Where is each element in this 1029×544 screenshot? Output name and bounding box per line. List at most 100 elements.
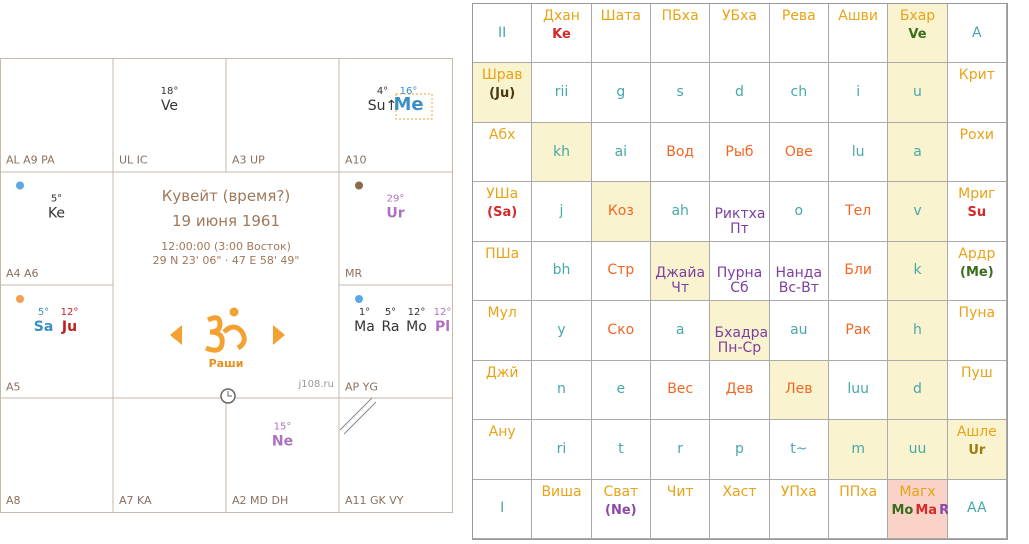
cell-text: Ардр	[958, 245, 996, 262]
grid-cell: Крит	[947, 63, 1007, 123]
grid-cell: t~	[769, 420, 829, 480]
cell-text: Виша	[541, 483, 582, 500]
cell-text: a	[913, 143, 922, 160]
grid-cell: Сват (Ne)	[591, 479, 651, 539]
planet-name: Ma	[354, 319, 375, 335]
grid-cell: Мул	[473, 301, 533, 361]
grid-cell: Ско	[591, 301, 651, 361]
planet: Su	[967, 205, 987, 221]
cell-text: e	[616, 381, 626, 398]
cell-text: Стр	[607, 262, 635, 279]
grid-cell: Магх MoMaRaPl	[888, 479, 974, 539]
grid-cell: Абх	[473, 122, 533, 183]
grid-cell: Мриг Su	[947, 182, 1007, 242]
grid-cell: Чит	[651, 479, 711, 539]
grid-cell: ai	[591, 122, 651, 183]
cell-text: AA	[967, 500, 987, 517]
grid-cell: ПШа	[473, 241, 533, 302]
planet-degree: 1°	[359, 307, 370, 318]
cell-text: i	[856, 84, 861, 101]
grid-cell: Джайа Чт	[651, 241, 711, 302]
planet: Ma	[915, 502, 938, 518]
cell-text: Джй	[485, 364, 519, 381]
cell-text: Нанда Вс-Вт	[775, 265, 823, 297]
grid-cell: Вод	[651, 122, 711, 183]
cell-text: ri	[556, 440, 567, 457]
cell-text: y	[557, 321, 566, 338]
grid-cell: Ашле Ur	[947, 420, 1007, 480]
planet-name: Ne	[272, 434, 293, 450]
cell-text: ai	[614, 143, 628, 160]
grid-cell: m	[829, 420, 889, 480]
cell-text: d	[735, 84, 744, 101]
cell-text: Джайа Чт	[655, 265, 706, 297]
planet: (Sa)	[487, 205, 518, 221]
grid-cell: t	[591, 420, 651, 480]
cell-text: Вод	[666, 143, 695, 160]
cell-text: Риктха Пт	[714, 205, 766, 237]
cell-text: Мриг	[958, 186, 996, 203]
grid-cell: d	[888, 360, 948, 421]
house-label: AP YG	[345, 381, 378, 394]
planet: Ur	[968, 443, 986, 459]
grid-cell: Бхар Ve	[888, 4, 948, 64]
house-label: MR	[345, 267, 362, 280]
planet-degree: 18°	[161, 86, 179, 97]
planet-degree: 15°	[274, 422, 292, 433]
cell-text: Мул	[487, 305, 517, 322]
planet-degree: 12°	[61, 307, 79, 318]
house-label: A4 A6	[6, 267, 39, 280]
cell-text: Бхадра Пн-Ср	[714, 324, 769, 356]
grid-cell: УПха	[769, 479, 829, 539]
grid-cell: Шата	[591, 4, 651, 64]
coords: 29 N 23' 06" · 47 E 58' 49"	[153, 254, 300, 267]
cell-text: Рак	[845, 321, 871, 338]
planet-degree: 16°	[400, 86, 418, 97]
planet: Ve	[908, 27, 927, 42]
cell-planets: (Sa)	[486, 205, 518, 220]
planet-name: Me	[393, 94, 423, 115]
grid-cell: g	[591, 63, 651, 123]
grid-cell: УШа (Sa)	[473, 182, 533, 242]
prev-arrow[interactable]	[170, 325, 182, 345]
cell-text: bh	[552, 262, 571, 279]
grid-cell: ППха	[829, 479, 889, 539]
grid-cell: rii	[532, 63, 592, 123]
cell-text: Сват	[603, 483, 639, 500]
highlight-box	[395, 93, 433, 120]
grid-cell: a	[651, 301, 711, 361]
site: j108.ru	[298, 379, 335, 390]
grid-cell: Пуна	[947, 301, 1007, 361]
planet-name: Ur	[386, 206, 404, 222]
grid-cell: au	[769, 301, 829, 361]
grid-cell: y	[532, 301, 592, 361]
cell-text: a	[675, 321, 685, 338]
cell-text: ch	[790, 84, 808, 101]
cell-text: Ану	[488, 424, 516, 441]
cell-text: t	[618, 440, 624, 457]
grid-cell: ch	[769, 63, 829, 123]
house-dot	[355, 295, 363, 303]
cell-planets: Ke	[551, 27, 572, 42]
cell-text: УПха	[780, 483, 817, 500]
grid-cell: o	[769, 182, 829, 242]
nakshatra-grid: II Дхан Ke Шата ПБха УБха Рева Ашви Бхар Ve A Шрав (…	[472, 3, 1008, 540]
grid-cell: Риктха Пт	[710, 182, 770, 242]
cell-text: Абх	[488, 126, 516, 143]
grid-cell: d	[710, 63, 770, 123]
cell-text: УШа	[486, 186, 519, 203]
planet-degree: 29°	[387, 194, 405, 205]
next-arrow[interactable]	[273, 325, 285, 345]
clock-icon	[220, 388, 236, 404]
cell-text: Ашле	[956, 424, 997, 441]
grid-cell: j	[532, 182, 592, 242]
cell-text: p	[735, 440, 744, 457]
cell-planets: MoMaRaPl	[890, 502, 973, 518]
cell-text: Пуна	[958, 305, 996, 322]
cell-text: Ско	[607, 321, 635, 338]
cell-text: g	[616, 84, 626, 101]
grid-cell: Стр	[591, 241, 651, 302]
cell-planets: Ve	[907, 27, 927, 42]
planet-name: Ra	[382, 319, 400, 335]
om-symbol	[205, 307, 247, 353]
